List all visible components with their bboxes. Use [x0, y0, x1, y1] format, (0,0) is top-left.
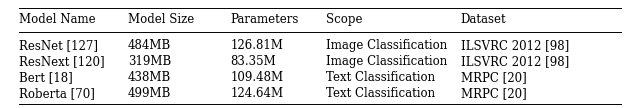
Text: Roberta [70]: Roberta [70] [19, 87, 95, 100]
Text: Model Size: Model Size [128, 13, 195, 26]
Text: 124.64M: 124.64M [230, 87, 284, 100]
Text: 109.48M: 109.48M [230, 71, 284, 84]
Text: Text Classification: Text Classification [326, 87, 436, 100]
Text: 319MB: 319MB [128, 55, 172, 68]
Text: 438MB: 438MB [128, 71, 172, 84]
Text: ResNet [127]: ResNet [127] [19, 39, 98, 52]
Text: Text Classification: Text Classification [326, 71, 436, 84]
Text: MRPC [20]: MRPC [20] [461, 87, 527, 100]
Text: Parameters: Parameters [230, 13, 299, 26]
Text: MRPC [20]: MRPC [20] [461, 71, 527, 84]
Text: ILSVRC 2012 [98]: ILSVRC 2012 [98] [461, 39, 569, 52]
Text: ResNext [120]: ResNext [120] [19, 55, 105, 68]
Text: Scope: Scope [326, 13, 363, 26]
Text: Model Name: Model Name [19, 13, 96, 26]
Text: 484MB: 484MB [128, 39, 172, 52]
Text: ILSVRC 2012 [98]: ILSVRC 2012 [98] [461, 55, 569, 68]
Text: Image Classification: Image Classification [326, 55, 447, 68]
Text: Image Classification: Image Classification [326, 39, 447, 52]
Text: Dataset: Dataset [461, 13, 506, 26]
Text: 83.35M: 83.35M [230, 55, 276, 68]
Text: 126.81M: 126.81M [230, 39, 284, 52]
Text: Bert [18]: Bert [18] [19, 71, 73, 84]
Text: 499MB: 499MB [128, 87, 172, 100]
